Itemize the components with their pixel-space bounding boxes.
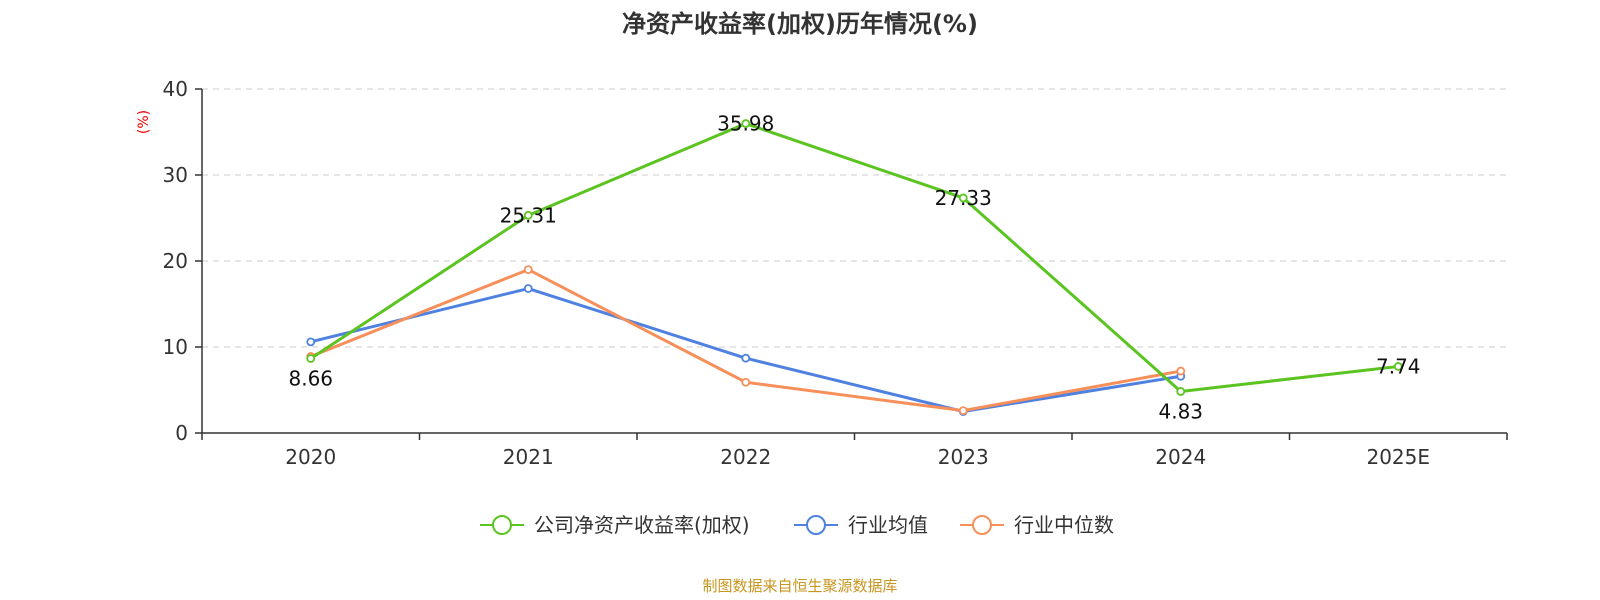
data-label: 35.98 xyxy=(717,112,774,136)
data-point[interactable] xyxy=(958,406,968,416)
series-2 xyxy=(306,265,1186,416)
legend-label: 行业均值 xyxy=(848,513,928,537)
legend-label: 行业中位数 xyxy=(1014,513,1114,537)
series-0 xyxy=(306,119,1403,396)
data-point[interactable] xyxy=(1176,387,1186,396)
y-tick-label: 40 xyxy=(163,77,188,101)
data-label: 7.74 xyxy=(1376,354,1421,378)
data-point[interactable] xyxy=(741,377,751,387)
legend-circle-icon xyxy=(492,515,512,535)
y-tick-label: 10 xyxy=(163,335,188,359)
data-point[interactable] xyxy=(741,119,751,128)
data-labels: 8.66 25.31 35.98 27.33 4.83 7.74 xyxy=(288,112,1420,424)
y-tick-label: 30 xyxy=(163,163,188,187)
data-label: 27.33 xyxy=(935,186,992,210)
data-point[interactable] xyxy=(306,337,316,347)
data-point[interactable] xyxy=(523,265,533,275)
x-tick-label: 2020 xyxy=(285,445,336,469)
x-tick-label: 2021 xyxy=(503,445,554,469)
y-tick-label: 0 xyxy=(175,421,188,445)
series-line xyxy=(310,287,1181,413)
data-point[interactable] xyxy=(523,210,533,220)
legend-item-0[interactable]: 公司净资产收益率(加权) xyxy=(480,513,750,537)
x-tick-label: 2022 xyxy=(720,445,771,469)
legend-item-2[interactable]: 行业中位数 xyxy=(960,513,1114,537)
legend[interactable]: 公司净资产收益率(加权) 行业均值 行业中位数 xyxy=(480,513,1114,537)
series-lines xyxy=(306,119,1403,416)
legend-circle-icon xyxy=(806,515,826,535)
data-label: 8.66 xyxy=(288,367,333,391)
data-point[interactable] xyxy=(523,284,533,293)
legend-circle-icon xyxy=(972,515,992,535)
data-point[interactable] xyxy=(306,354,316,363)
data-point[interactable] xyxy=(741,353,751,363)
y-tick-label: 20 xyxy=(163,249,188,273)
x-tick-label: 2023 xyxy=(938,445,989,469)
data-point[interactable] xyxy=(1176,366,1186,376)
axes: 0 10 20 30 40 2020 2021 2022 2023 2024 2025E xyxy=(163,77,1508,469)
legend-label: 公司净资产收益率(加权) xyxy=(534,513,750,537)
series-line xyxy=(310,268,1182,413)
source-footer: 制图数据来自恒生聚源数据库 xyxy=(702,577,897,595)
x-tick-label: 2025E xyxy=(1366,445,1430,469)
data-point[interactable] xyxy=(958,193,968,203)
grid-lines xyxy=(202,88,1507,348)
data-label: 25.31 xyxy=(500,203,557,227)
series-line xyxy=(309,122,1399,393)
x-tick-label: 2024 xyxy=(1155,445,1206,469)
data-point[interactable] xyxy=(1393,362,1403,371)
y-axis-unit-label: (%) xyxy=(136,110,152,134)
data-label: 4.83 xyxy=(1158,399,1203,423)
chart-title: 净资产收益率(加权)历年情况(%) xyxy=(622,10,978,38)
legend-item-1[interactable]: 行业均值 xyxy=(794,513,928,537)
